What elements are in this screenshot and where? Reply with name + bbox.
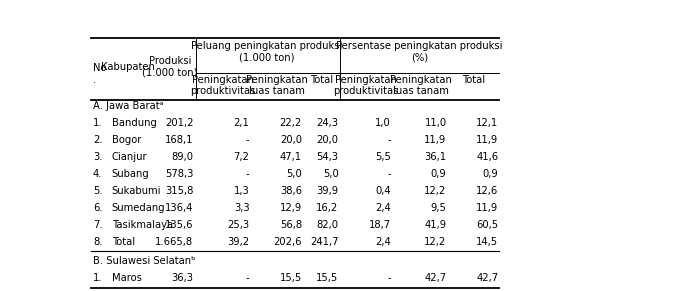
Text: 82,0: 82,0 — [316, 220, 339, 230]
Text: 14,5: 14,5 — [477, 237, 498, 247]
Text: 20,0: 20,0 — [280, 135, 302, 145]
Text: -: - — [387, 273, 391, 283]
Text: Persentase peningkatan produksi
(%): Persentase peningkatan produksi (%) — [336, 40, 502, 62]
Text: 39,2: 39,2 — [227, 237, 249, 247]
Text: 11,9: 11,9 — [425, 135, 447, 145]
Text: Total: Total — [462, 75, 485, 85]
Text: 0,4: 0,4 — [375, 186, 391, 196]
Text: 56,8: 56,8 — [280, 220, 302, 230]
Text: 578,3: 578,3 — [165, 169, 193, 179]
Text: -: - — [387, 135, 391, 145]
Text: Total: Total — [112, 237, 135, 247]
Text: Subang: Subang — [112, 169, 149, 179]
Text: 39,9: 39,9 — [316, 186, 339, 196]
Text: 42,7: 42,7 — [477, 273, 498, 283]
Text: 5,0: 5,0 — [323, 169, 339, 179]
Text: -: - — [387, 169, 391, 179]
Text: A. Jawa Baratᵃ: A. Jawa Baratᵃ — [93, 101, 164, 111]
Text: 24,3: 24,3 — [316, 118, 339, 128]
Text: 135,6: 135,6 — [165, 220, 193, 230]
Text: Sukabumi: Sukabumi — [112, 186, 162, 196]
Text: 136,4: 136,4 — [165, 203, 193, 213]
Text: 38,6: 38,6 — [280, 186, 302, 196]
Text: Peningkatan
produktivitas: Peningkatan produktivitas — [333, 75, 399, 96]
Text: 5.: 5. — [93, 186, 103, 196]
Text: 3,3: 3,3 — [234, 203, 249, 213]
Text: 3.: 3. — [93, 152, 102, 162]
Text: 4.: 4. — [93, 169, 102, 179]
Text: Bogor: Bogor — [112, 135, 141, 145]
Text: Produksi
(1.000 ton): Produksi (1.000 ton) — [142, 56, 197, 78]
Text: 9,5: 9,5 — [431, 203, 447, 213]
Text: 241,7: 241,7 — [310, 237, 339, 247]
Text: 201,2: 201,2 — [165, 118, 193, 128]
Text: 315,8: 315,8 — [165, 186, 193, 196]
Text: 42,7: 42,7 — [425, 273, 447, 283]
Text: -: - — [246, 135, 249, 145]
Text: 2,1: 2,1 — [234, 118, 249, 128]
Text: 8.: 8. — [93, 237, 102, 247]
Text: 15,5: 15,5 — [280, 273, 302, 283]
Text: 36,3: 36,3 — [172, 273, 193, 283]
Text: 20,0: 20,0 — [316, 135, 339, 145]
Text: 11,9: 11,9 — [476, 135, 498, 145]
Text: Cianjur: Cianjur — [112, 152, 147, 162]
Text: 6.: 6. — [93, 203, 103, 213]
Text: No
.: No . — [93, 63, 106, 85]
Text: 11,9: 11,9 — [476, 203, 498, 213]
Text: Peningkatan
produktivitas: Peningkatan produktivitas — [190, 75, 256, 96]
Text: 1,0: 1,0 — [375, 118, 391, 128]
Text: Bandung: Bandung — [112, 118, 157, 128]
Text: 15,5: 15,5 — [316, 273, 339, 283]
Text: 5,0: 5,0 — [286, 169, 302, 179]
Text: 12,2: 12,2 — [425, 237, 447, 247]
Text: -: - — [246, 169, 249, 179]
Text: 1.: 1. — [93, 118, 103, 128]
Text: 2,4: 2,4 — [375, 237, 391, 247]
Text: 36,1: 36,1 — [425, 152, 447, 162]
Text: 2.: 2. — [93, 135, 103, 145]
Text: 12,9: 12,9 — [280, 203, 302, 213]
Text: Peningkatan
luas tanam: Peningkatan luas tanam — [246, 75, 308, 96]
Text: 25,3: 25,3 — [227, 220, 249, 230]
Text: 5,5: 5,5 — [375, 152, 391, 162]
Text: Total: Total — [310, 75, 333, 85]
Text: 16,2: 16,2 — [316, 203, 339, 213]
Text: 54,3: 54,3 — [316, 152, 339, 162]
Text: 0,9: 0,9 — [483, 169, 498, 179]
Text: 1,3: 1,3 — [234, 186, 249, 196]
Text: B. Sulawesi Selatanᵇ: B. Sulawesi Selatanᵇ — [93, 256, 195, 266]
Text: Sumedang: Sumedang — [112, 203, 166, 213]
Text: Kabupaten: Kabupaten — [101, 62, 154, 72]
Text: 41,9: 41,9 — [425, 220, 447, 230]
Text: 0,9: 0,9 — [431, 169, 447, 179]
Text: 41,6: 41,6 — [477, 152, 498, 162]
Text: 11,0: 11,0 — [425, 118, 447, 128]
Text: 18,7: 18,7 — [369, 220, 391, 230]
Text: 12,1: 12,1 — [476, 118, 498, 128]
Text: 2,4: 2,4 — [375, 203, 391, 213]
Text: 7.: 7. — [93, 220, 103, 230]
Text: 1.665,8: 1.665,8 — [155, 237, 193, 247]
Text: Maros: Maros — [112, 273, 141, 283]
Text: 47,1: 47,1 — [280, 152, 302, 162]
Text: Peningkatan
luas tanam: Peningkatan luas tanam — [391, 75, 452, 96]
Text: 60,5: 60,5 — [477, 220, 498, 230]
Text: 89,0: 89,0 — [172, 152, 193, 162]
Text: Tasikmalaya: Tasikmalaya — [112, 220, 173, 230]
Text: 202,6: 202,6 — [273, 237, 302, 247]
Text: Peluang peningkatan produksi
(1.000 ton): Peluang peningkatan produksi (1.000 ton) — [191, 40, 343, 62]
Text: 7,2: 7,2 — [234, 152, 249, 162]
Text: 22,2: 22,2 — [280, 118, 302, 128]
Text: 1.: 1. — [93, 273, 103, 283]
Text: 12,2: 12,2 — [425, 186, 447, 196]
Text: 12,6: 12,6 — [476, 186, 498, 196]
Text: -: - — [246, 273, 249, 283]
Text: 168,1: 168,1 — [165, 135, 193, 145]
